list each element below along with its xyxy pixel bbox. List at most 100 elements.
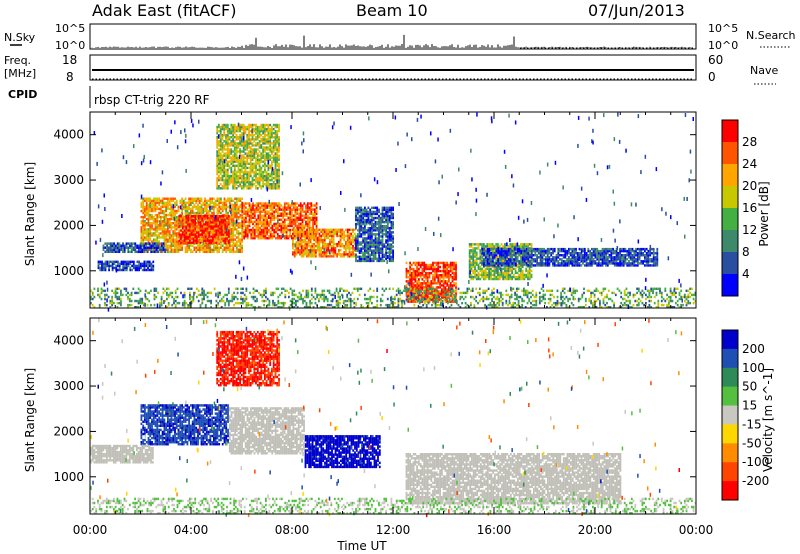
heatmap-cell [248, 162, 250, 166]
heatmap-cell [127, 246, 130, 249]
heatmap-cell [265, 156, 268, 159]
heatmap-cell [372, 229, 375, 232]
heatmap-cell [152, 260, 155, 264]
heatmap-cell [316, 244, 319, 248]
heatmap-cell [168, 232, 171, 235]
heatmap-cell [106, 246, 108, 249]
heatmap-cell [299, 204, 302, 207]
heatmap-cell [449, 269, 452, 273]
heatmap-cell [252, 206, 254, 209]
heatmap-cell [439, 284, 441, 287]
heatmap-cell [295, 234, 298, 238]
heatmap-cell [113, 262, 116, 266]
heatmap-cell [127, 248, 130, 252]
heatmap-cell [300, 244, 303, 248]
heatmap-cell [355, 222, 357, 226]
heatmap-cell [213, 217, 216, 220]
heatmap-cell [181, 203, 183, 207]
heatmap-cell [141, 244, 144, 247]
heatmap-cell [228, 234, 231, 237]
heatmap-cell [405, 284, 408, 287]
heatmap-cell [264, 160, 266, 163]
heatmap-cell [227, 233, 230, 236]
heatmap-cell [278, 187, 280, 190]
heatmap-cell [248, 142, 250, 145]
heatmap-cell [212, 231, 214, 234]
heatmap-cell [206, 233, 209, 236]
heatmap-cell [285, 230, 288, 234]
heatmap-cell [414, 261, 417, 265]
heatmap-cell [390, 237, 393, 240]
heatmap-cell [197, 199, 199, 203]
heatmap-cell [423, 294, 426, 297]
heatmap-cell [248, 216, 251, 220]
heatmap-cell [421, 288, 424, 291]
heatmap-cell [226, 164, 229, 168]
heatmap-cell [267, 125, 270, 129]
heatmap-cell [117, 268, 119, 272]
heatmap-cell [217, 219, 220, 222]
heatmap-cell [108, 266, 110, 270]
heatmap-cell [330, 244, 333, 248]
heatmap-cell [208, 241, 211, 244]
heatmap-cell [233, 142, 236, 145]
heatmap-cell [136, 260, 139, 264]
heatmap-cell [409, 261, 411, 265]
heatmap-cell [104, 268, 107, 272]
heatmap-cell [253, 210, 256, 213]
heatmap-cell [228, 215, 231, 219]
heatmap-cell [227, 231, 230, 234]
heatmap-cell [336, 242, 338, 246]
heatmap-cell [145, 213, 148, 217]
heatmap-cell [181, 209, 183, 213]
heatmap-cell [264, 228, 267, 232]
heatmap-cell [278, 158, 280, 161]
heatmap-cell [301, 222, 304, 226]
heatmap-cell [252, 228, 254, 232]
heatmap-cell [330, 230, 333, 234]
heatmap-cell [170, 236, 173, 239]
heatmap-cell [174, 201, 176, 205]
heatmap-cell [175, 224, 178, 227]
heatmap-cell [234, 242, 236, 245]
heatmap-cell [216, 152, 219, 155]
heatmap-cell [421, 286, 424, 289]
heatmap-cell [146, 250, 149, 254]
heatmap-cell [232, 207, 235, 211]
heatmap-cell [269, 178, 272, 182]
heatmap-cell [356, 237, 359, 240]
heatmap-cell [177, 246, 180, 249]
heatmap-cell [371, 241, 373, 244]
heatmap-cell [226, 185, 229, 188]
heatmap-cell [174, 209, 176, 213]
heatmap-cell [282, 224, 284, 228]
heatmap-cell [442, 282, 445, 285]
heatmap-cell [272, 127, 275, 131]
heatmap-cell [255, 164, 257, 168]
heatmap-cell [365, 251, 368, 254]
heatmap-cell [410, 280, 413, 283]
heatmap-cell [449, 261, 452, 265]
heatmap-cell [225, 162, 227, 166]
heatmap-cell [237, 170, 240, 174]
heatmap-cell [230, 244, 233, 247]
heatmap-cell [356, 220, 359, 224]
heatmap-cell [242, 183, 245, 186]
heatmap-cell [230, 207, 233, 211]
heatmap-cell [385, 235, 387, 238]
heatmap-cell [191, 205, 194, 209]
heatmap-cell [257, 220, 260, 224]
heatmap-cell [172, 213, 175, 217]
heatmap-cell [249, 170, 252, 174]
heatmap-cell [175, 232, 178, 235]
heatmap-cell [233, 125, 236, 129]
heatmap-cell [405, 292, 408, 295]
heatmap-cell [235, 201, 238, 205]
heatmap-cell [410, 271, 413, 275]
heatmap-cell [358, 255, 361, 259]
heatmap-cell [369, 245, 372, 248]
heatmap-cell [252, 235, 254, 238]
heatmap-cell [320, 238, 323, 242]
heatmap-cell [241, 136, 243, 139]
heatmap-cell [115, 248, 117, 252]
